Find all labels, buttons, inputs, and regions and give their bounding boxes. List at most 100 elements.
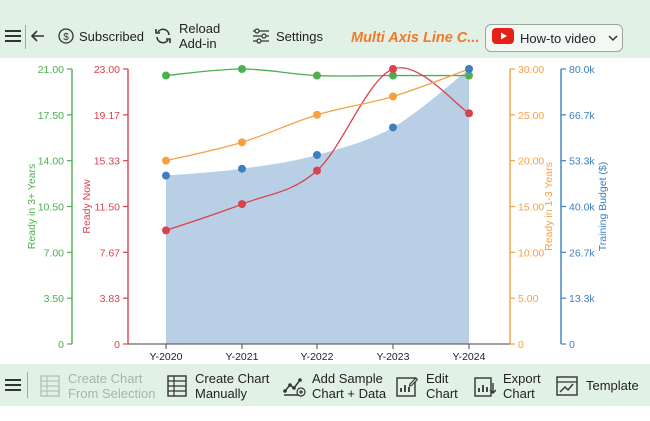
area-training-budget <box>166 69 469 344</box>
reload-label: Reload Add-in <box>179 21 220 51</box>
point-left-outer <box>389 71 397 80</box>
tick-label-right-outer: 80.0k <box>569 64 595 76</box>
tick-label-left-outer: 0 <box>58 339 64 351</box>
point-left-outer <box>238 65 246 73</box>
export-chart-button[interactable]: Export Chart <box>474 371 541 401</box>
add-sample-line1: Add Sample <box>312 371 383 386</box>
axis-label-right-outer: Training Budget ($) <box>597 162 609 252</box>
point-training-budget <box>465 65 473 73</box>
reload-addin-button[interactable]: Reload Add-in <box>153 21 220 51</box>
tick-label-left-inner: 15.33 <box>94 156 120 168</box>
svg-text:$: $ <box>63 32 69 43</box>
point-left-inner <box>389 65 397 73</box>
tick-label-right-inner: 25.00 <box>518 110 544 122</box>
template-label: Template <box>586 377 639 393</box>
axis-label-left-inner: Ready Now <box>81 179 93 234</box>
table-select-icon <box>40 375 60 397</box>
tick-label-left-inner: 11.50 <box>95 202 121 214</box>
tick-label-left-outer: 3.50 <box>44 293 65 305</box>
chart-export-icon <box>474 375 496 397</box>
tick-label-right-outer: 53.3k <box>569 156 595 168</box>
tick-label-right-outer: 40.0k <box>569 202 595 214</box>
tick-label-right-outer: 66.7k <box>569 110 595 122</box>
export-chart-label: Export Chart <box>503 371 541 401</box>
top-toolbar: $ Subscribed Reload Add-in Settings Mult… <box>0 0 650 58</box>
tick-label-right-outer: 0 <box>569 339 575 351</box>
point-left-inner <box>238 200 246 209</box>
point-right-inner <box>389 92 397 101</box>
toolbar-divider <box>25 25 26 49</box>
point-right-inner <box>313 110 321 119</box>
hamburger-icon[interactable] <box>5 29 21 43</box>
edit-chart-line1: Edit <box>426 371 449 386</box>
settings-button[interactable]: Settings <box>252 28 323 44</box>
point-left-outer <box>313 71 321 80</box>
x-tick-label: Y-2022 <box>301 351 334 363</box>
point-training-budget <box>313 150 321 159</box>
tick-label-left-outer: 17.50 <box>38 110 64 122</box>
toolbar-divider <box>27 372 28 398</box>
point-left-outer <box>162 71 170 80</box>
point-training-budget <box>389 123 397 132</box>
export-chart-line1: Export <box>503 371 541 386</box>
chart-edit-icon <box>396 375 418 397</box>
add-sample-chart-button[interactable]: Add Sample Chart + Data <box>282 371 386 401</box>
tick-label-right-outer: 13.3k <box>569 293 595 305</box>
reload-icon <box>153 26 173 46</box>
axis-label-left-outer: Ready in 3+ Years <box>26 164 38 250</box>
chart-title: Multi Axis Line C... <box>351 30 480 46</box>
tick-label-right-inner: 5.00 <box>518 293 539 305</box>
point-left-outer <box>465 71 473 80</box>
x-tick-label: Y-2021 <box>226 351 259 363</box>
axis-label-right-inner: Ready in 1-3 Years <box>543 162 555 251</box>
chevron-down-icon <box>608 29 618 47</box>
x-tick-label: Y-2020 <box>150 351 183 363</box>
create-selection-line2: From Selection <box>68 386 156 401</box>
sliders-icon <box>252 28 270 44</box>
create-chart-manually-button[interactable]: Create Chart Manually <box>167 371 269 401</box>
tick-label-right-outer: 26.7k <box>569 247 595 259</box>
tick-label-left-inner: 3.83 <box>100 293 121 305</box>
point-right-inner <box>238 138 246 147</box>
reload-label-line2: Add-in <box>179 36 217 51</box>
create-chart-from-selection-button[interactable]: Create Chart From Selection <box>40 371 155 401</box>
point-training-budget <box>238 164 246 173</box>
howto-video-dropdown[interactable]: How-to video <box>485 24 623 52</box>
point-right-inner <box>162 156 170 165</box>
settings-label: Settings <box>276 28 323 44</box>
point-left-inner <box>313 166 321 175</box>
youtube-icon <box>492 27 514 49</box>
create-manual-line1: Create Chart <box>195 371 270 386</box>
export-chart-line2: Chart <box>503 386 535 401</box>
bottom-hamburger-icon[interactable] <box>5 378 21 392</box>
dollar-circle-icon: $ <box>58 28 74 44</box>
point-left-inner <box>162 226 170 235</box>
tick-label-right-inner: 0 <box>518 339 524 351</box>
tick-label-right-inner: 30.00 <box>518 64 544 76</box>
chart-add-icon <box>282 375 306 397</box>
tick-label-left-outer: 21.00 <box>38 64 64 76</box>
bottom-toolbar: Create Chart From Selection Create Chart… <box>0 364 650 406</box>
edit-chart-line2: Chart <box>426 386 458 401</box>
subscribed-label: Subscribed <box>79 28 145 44</box>
create-selection-label: Create Chart From Selection <box>68 371 155 401</box>
back-button[interactable] <box>31 29 45 43</box>
tick-label-left-inner: 0 <box>114 339 120 351</box>
edit-chart-label: Edit Chart <box>426 371 458 401</box>
tick-label-left-inner: 19.17 <box>94 110 120 122</box>
x-tick-label: Y-2024 <box>453 351 486 363</box>
x-tick-label: Y-2023 <box>377 351 410 363</box>
add-sample-label: Add Sample Chart + Data <box>312 371 386 401</box>
tick-label-left-outer: 14.00 <box>38 156 64 168</box>
create-manual-line2: Manually <box>195 386 248 401</box>
line-left-inner <box>165 67 470 232</box>
edit-chart-button[interactable]: Edit Chart <box>396 371 458 401</box>
template-button[interactable]: Template <box>556 374 639 396</box>
tick-label-left-inner: 23.00 <box>94 64 120 76</box>
multi-axis-chart: 21.00 17.50 14.00 10.50 7.00 3.50 0 Ready in 3+… <box>26 64 609 363</box>
reload-label-line1: Reload <box>179 21 221 36</box>
tick-label-left-inner: 7.67 <box>100 247 121 259</box>
point-training-budget <box>162 171 170 180</box>
howto-label: How-to video <box>520 30 596 46</box>
subscribed-button[interactable]: $ Subscribed <box>58 28 144 44</box>
